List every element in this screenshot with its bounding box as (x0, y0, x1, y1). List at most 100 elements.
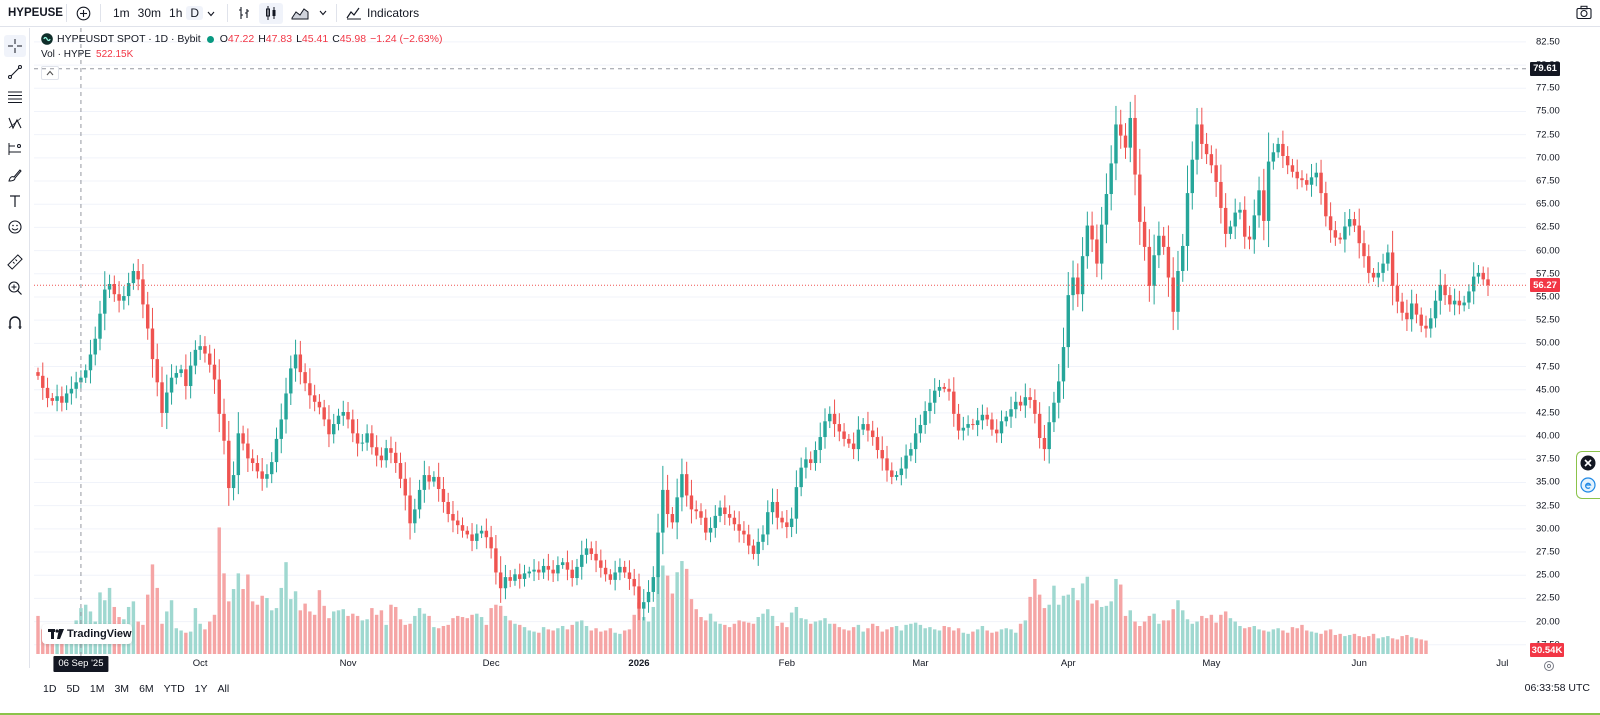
compare-button[interactable] (71, 0, 96, 27)
text-tool[interactable] (4, 190, 26, 212)
price-axis[interactable]: 82.5080.0077.5075.0072.5070.0067.5065.00… (1527, 28, 1600, 668)
price-tick-label: 52.50 (1536, 314, 1560, 326)
range-6m[interactable]: 6M (139, 683, 154, 695)
crosshair-tool[interactable] (4, 35, 26, 57)
fib-tool[interactable] (4, 86, 26, 108)
price-chart[interactable] (34, 28, 1526, 668)
candle-body (766, 512, 770, 535)
utc-clock[interactable]: 06:33:58 UTC (1524, 682, 1590, 694)
area-style-button[interactable] (286, 0, 314, 27)
measure-tool[interactable] (4, 251, 26, 273)
volume-bar (1338, 633, 1342, 654)
candle (565, 550, 570, 581)
volume-bar (293, 591, 298, 654)
candle (780, 511, 784, 529)
candle-body (1486, 279, 1490, 286)
emoji-tool[interactable] (4, 216, 26, 238)
price-tick-label: 62.50 (1536, 221, 1560, 233)
candle-body (699, 511, 703, 518)
candle-body (460, 525, 465, 531)
volume-bar (1185, 619, 1190, 654)
interval-1h[interactable]: 1h (169, 6, 183, 20)
trend-line-tool[interactable] (4, 61, 26, 83)
range-5d[interactable]: 5D (66, 683, 80, 695)
candle (746, 524, 751, 555)
candle (608, 569, 613, 585)
volume-bar (1424, 640, 1428, 654)
candle (684, 461, 689, 507)
range-1y[interactable]: 1Y (194, 683, 208, 695)
interval-30m[interactable]: 30m (137, 6, 162, 20)
range-1d[interactable]: 1D (43, 683, 57, 695)
symbol-search[interactable]: HYPEUSE (0, 7, 63, 19)
extension-button[interactable] (1580, 477, 1596, 498)
candle (1099, 206, 1104, 280)
price-tick-label: 65.00 (1536, 198, 1560, 210)
candle-body (384, 448, 388, 461)
candle-body (560, 562, 565, 566)
interval-1m[interactable]: 1m (113, 6, 130, 20)
bar-style-button[interactable] (232, 0, 256, 27)
chart-type-dropdown[interactable] (314, 0, 332, 27)
interval-d[interactable]: D (186, 6, 204, 20)
candle-body (727, 514, 732, 518)
range-ytd[interactable]: YTD (163, 683, 185, 695)
time-axis[interactable]: OctNovDec2026FebMarAprMayJunJulAug06 Sep… (34, 656, 1526, 672)
volume-bar (961, 632, 966, 654)
candle (1233, 198, 1237, 240)
candle (436, 462, 441, 502)
candle (818, 422, 822, 464)
magnet-tool[interactable] (4, 312, 26, 334)
candle-body (150, 328, 155, 360)
divider (227, 4, 229, 22)
brush-tool[interactable] (4, 164, 26, 186)
zoom-tool[interactable] (4, 277, 26, 299)
candle-body (622, 566, 627, 573)
chart-settings-button[interactable] (1543, 659, 1555, 677)
volume-bar (1052, 585, 1056, 654)
volume-bar (1328, 629, 1333, 654)
candle-body (374, 447, 379, 456)
open-label: O (219, 33, 228, 45)
candle (508, 570, 512, 588)
candle (284, 377, 288, 434)
candle (894, 471, 899, 481)
collapse-legend-button[interactable] (41, 66, 59, 80)
range-3m[interactable]: 3M (114, 683, 130, 695)
time-tick-label: Jun (1351, 658, 1367, 669)
volume-bar (1190, 623, 1194, 654)
symbol-title[interactable]: HYPEUSDT SPOT · 1D · Bybit (57, 33, 201, 45)
candle-body (971, 424, 975, 426)
candle (212, 348, 217, 394)
indicators-label: Indicators (367, 6, 420, 20)
candle-body (98, 313, 102, 339)
volume-bar (1262, 630, 1266, 654)
candle-body (475, 533, 479, 541)
candle (966, 415, 970, 436)
candle (470, 523, 474, 552)
candle (1452, 288, 1457, 316)
candle (847, 434, 851, 448)
candle (1014, 391, 1018, 419)
volume-bar (718, 623, 722, 654)
interval-dropdown[interactable] (203, 6, 219, 20)
snapshot-button[interactable] (1576, 5, 1592, 23)
forecast-tool[interactable] (4, 138, 26, 160)
volume-bar (684, 568, 689, 654)
candle (1438, 269, 1443, 315)
candle (694, 500, 698, 520)
indicators-button[interactable]: Indicators (341, 0, 424, 27)
candles-style-button[interactable] (259, 2, 284, 24)
volume-bar (818, 620, 822, 654)
candle-body (1328, 216, 1333, 231)
tradingview-logo[interactable]: TradingView (42, 624, 132, 644)
volume-bar (351, 613, 355, 654)
range-1m[interactable]: 1M (89, 683, 105, 695)
volume-bar (1343, 636, 1347, 654)
range-all[interactable]: All (217, 683, 230, 695)
volume-title[interactable]: Vol · HYPE (41, 49, 92, 60)
candle-body (1352, 219, 1357, 226)
candle (36, 367, 40, 380)
pattern-tool[interactable] (4, 112, 26, 134)
close-widget-button[interactable] (1580, 455, 1596, 476)
